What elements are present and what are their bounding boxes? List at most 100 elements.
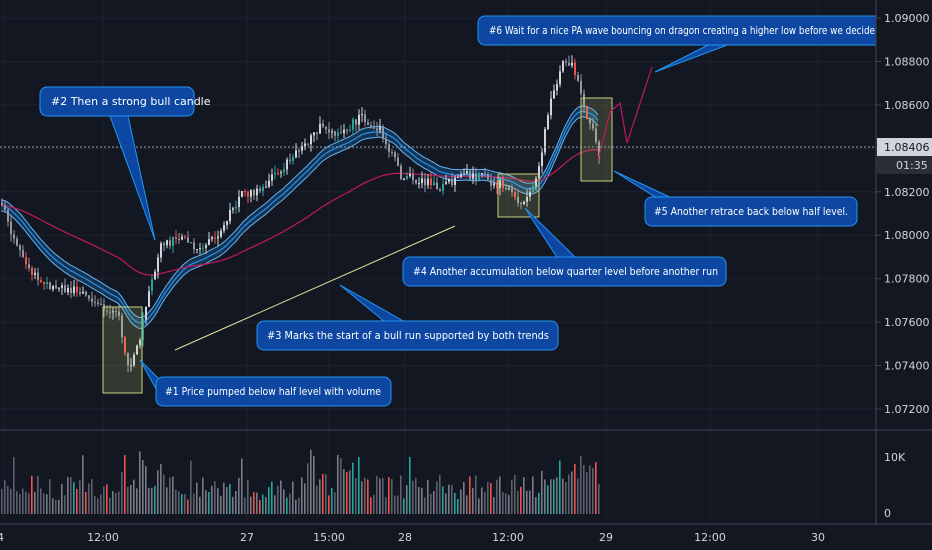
volume-bar xyxy=(241,458,243,514)
volume-bar xyxy=(517,490,519,514)
volume-bar xyxy=(238,477,240,514)
candle-body xyxy=(184,236,186,238)
candle-body xyxy=(130,365,132,367)
volume-bar xyxy=(436,481,438,514)
candle-body xyxy=(19,245,21,251)
volume-bar xyxy=(196,482,198,514)
volume-bar xyxy=(481,487,483,514)
volume-bar xyxy=(157,470,159,514)
volume-bar xyxy=(475,475,477,514)
volume-bar xyxy=(85,492,87,514)
volume-bar xyxy=(508,495,510,514)
time-tick-label: 24 xyxy=(0,531,4,544)
volume-bar xyxy=(586,472,588,514)
candle-body xyxy=(361,114,363,116)
candle-body xyxy=(367,122,369,126)
volume-bar xyxy=(598,483,600,514)
candle-body xyxy=(526,196,528,202)
volume-bar xyxy=(100,494,102,514)
candle-body xyxy=(400,165,402,180)
candle-body xyxy=(439,189,441,191)
volume-bar xyxy=(253,492,255,514)
candle-body xyxy=(139,340,141,346)
price-tick-label: 1.07200 xyxy=(884,403,930,416)
volume-bar xyxy=(109,497,111,514)
candle-body xyxy=(247,191,249,197)
candle-body xyxy=(313,132,315,136)
volume-bar xyxy=(361,481,363,514)
volume-bar xyxy=(529,490,531,514)
volume-bar xyxy=(340,458,342,514)
volume-bar xyxy=(190,460,192,514)
volume-bar xyxy=(118,491,120,514)
candle-body xyxy=(571,62,573,66)
candle-body xyxy=(25,257,27,265)
volume-bar xyxy=(313,456,315,514)
candle-body xyxy=(301,146,303,151)
candle-body xyxy=(64,285,66,293)
volume-bar xyxy=(199,496,201,514)
candle-body xyxy=(82,291,84,294)
volume-bar xyxy=(322,473,324,514)
volume-bar xyxy=(433,491,435,514)
candle-body xyxy=(67,287,69,293)
volume-bar xyxy=(10,488,12,514)
price-tick-label: 1.08200 xyxy=(884,186,930,199)
volume-bar xyxy=(292,481,294,514)
volume-bar xyxy=(430,493,432,514)
candle-body xyxy=(589,118,591,124)
candle-body xyxy=(31,267,33,275)
volume-bar xyxy=(535,497,537,514)
candle-body xyxy=(580,80,582,94)
candle-body xyxy=(298,150,300,152)
candle-body xyxy=(433,182,435,186)
volume-bar xyxy=(163,474,165,514)
candle-body xyxy=(157,257,159,272)
volume-bar xyxy=(421,487,423,514)
candle-body xyxy=(283,169,285,173)
volume-bar xyxy=(229,484,231,514)
volume-bar xyxy=(226,487,228,514)
candle-body xyxy=(205,245,207,248)
candle-body xyxy=(391,151,393,153)
candle-body xyxy=(466,171,468,174)
volume-bar xyxy=(550,479,552,514)
candle-body xyxy=(475,173,477,181)
volume-bar xyxy=(466,495,468,514)
volume-bar xyxy=(511,479,513,514)
volume-bar xyxy=(181,493,183,514)
volume-bar xyxy=(127,486,129,514)
candle-body xyxy=(502,180,504,188)
candle-body xyxy=(562,61,564,72)
volume-bars xyxy=(1,449,600,514)
candle-body xyxy=(523,201,525,205)
callout-2-text: #2 Then a strong bull candle xyxy=(51,95,211,108)
volume-bar xyxy=(55,499,57,514)
volume-bar xyxy=(460,489,462,514)
candle-body xyxy=(481,172,483,174)
volume-tick-0: 0 xyxy=(884,507,891,520)
candle-body xyxy=(463,173,465,175)
price-tick-label: 1.08000 xyxy=(884,229,930,242)
candle-body xyxy=(40,280,42,283)
volume-bar xyxy=(484,492,486,514)
volume-bar xyxy=(295,499,297,514)
volume-bar xyxy=(376,475,378,514)
time-tick-label: 30 xyxy=(811,531,825,544)
volume-bar xyxy=(349,470,351,514)
volume-bar xyxy=(562,478,564,514)
price-tick-label: 1.07600 xyxy=(884,316,930,329)
candle-body xyxy=(421,178,423,184)
candle-body xyxy=(262,186,264,192)
volume-bar xyxy=(397,495,399,514)
volume-bar xyxy=(184,493,186,514)
price-axis-panel xyxy=(876,0,932,550)
volume-bar xyxy=(31,475,33,514)
volume-bar xyxy=(151,487,153,514)
candle-body xyxy=(556,84,558,91)
candle-body xyxy=(376,128,378,131)
candle-body xyxy=(193,242,195,250)
volume-bar xyxy=(505,493,507,514)
current-price-label[interactable]: 1.08406 01:35 xyxy=(877,138,932,174)
candle-body xyxy=(388,144,390,152)
